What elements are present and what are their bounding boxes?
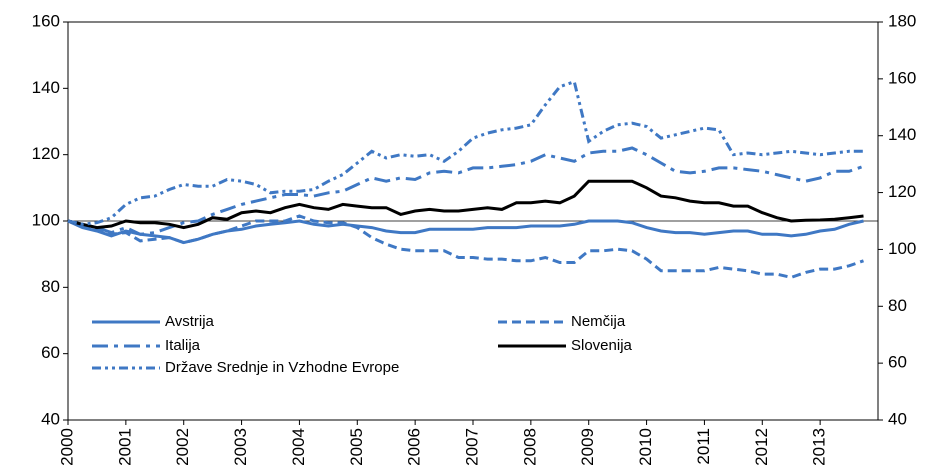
series-line [67, 179, 864, 230]
x-tick-label: 2011 [694, 428, 713, 465]
y-tick-label: 120 [32, 144, 60, 163]
y-tick-label: 60 [41, 343, 60, 362]
y2-tick-label: 80 [888, 296, 907, 315]
x-tick-label: 2001 [115, 428, 134, 466]
y2-tick-label: 60 [888, 353, 907, 372]
y-tick-label: 40 [41, 409, 60, 428]
x-tick-label: 2006 [405, 428, 424, 466]
series-line [67, 79, 864, 226]
y-tick-label: 140 [32, 78, 60, 97]
legend-label: Avstrija [165, 313, 215, 330]
x-tick-label: 2012 [752, 428, 771, 466]
x-tick-label: 2009 [578, 428, 597, 466]
x-tick-label: 2000 [57, 428, 76, 466]
x-tick-label: 2013 [810, 428, 829, 466]
series-line [67, 146, 864, 236]
x-tick-label: 2007 [462, 428, 481, 466]
y2-tick-label: 160 [888, 68, 916, 87]
x-tick-label: 2004 [289, 428, 308, 466]
y2-tick-label: 180 [888, 11, 916, 30]
series-line [67, 214, 864, 279]
series-line [67, 219, 864, 245]
y2-tick-label: 40 [888, 409, 907, 428]
x-tick-label: 2003 [231, 428, 250, 466]
legend-label: Slovenija [571, 337, 633, 354]
y2-tick-label: 100 [888, 239, 916, 258]
legend-label: Italija [165, 337, 201, 354]
y-tick-label: 80 [41, 277, 60, 296]
y2-tick-label: 120 [888, 182, 916, 201]
x-tick-label: 2008 [520, 428, 539, 466]
x-tick-label: 2005 [347, 428, 366, 466]
x-tick-label: 2002 [173, 428, 192, 466]
y2-tick-label: 140 [888, 125, 916, 144]
y-tick-label: 100 [32, 210, 60, 229]
legend-label: Države Srednje in Vzhodne Evrope [165, 359, 399, 376]
legend-label: Nemčija [571, 313, 626, 330]
y-tick-label: 160 [32, 11, 60, 30]
x-tick-label: 2010 [636, 428, 655, 466]
